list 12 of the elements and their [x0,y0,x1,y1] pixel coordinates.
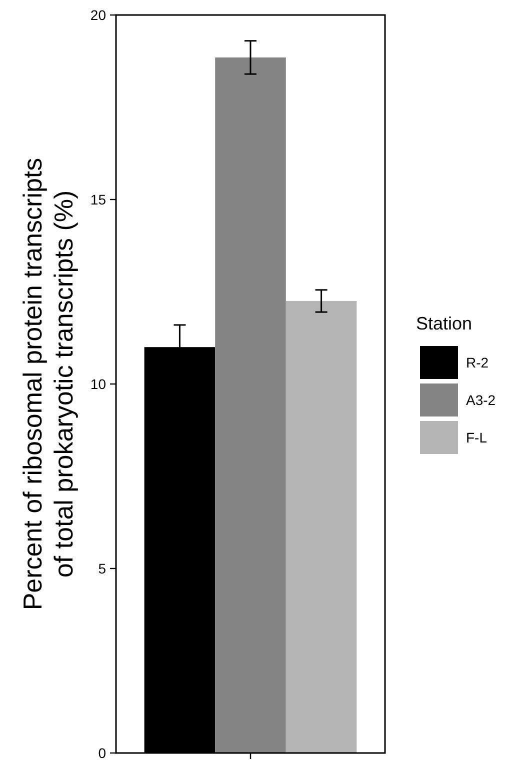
y-tick-label: 15 [90,191,106,208]
legend-label: A3-2 [466,392,496,408]
y-axis-title: Percent of ribosomal protein transcripts of total prokaryotic transcripts (%) [18,158,78,610]
bar [286,300,357,753]
y-tick-label: 5 [98,560,106,576]
y-tick-label: 0 [98,744,106,761]
legend-title: Station [416,313,472,334]
bar [215,57,286,753]
y-tick-label: 20 [90,6,106,23]
legend-label: R-2 [466,354,489,370]
legend-label: F-L [466,429,488,446]
y-tick-label: 10 [90,376,106,392]
